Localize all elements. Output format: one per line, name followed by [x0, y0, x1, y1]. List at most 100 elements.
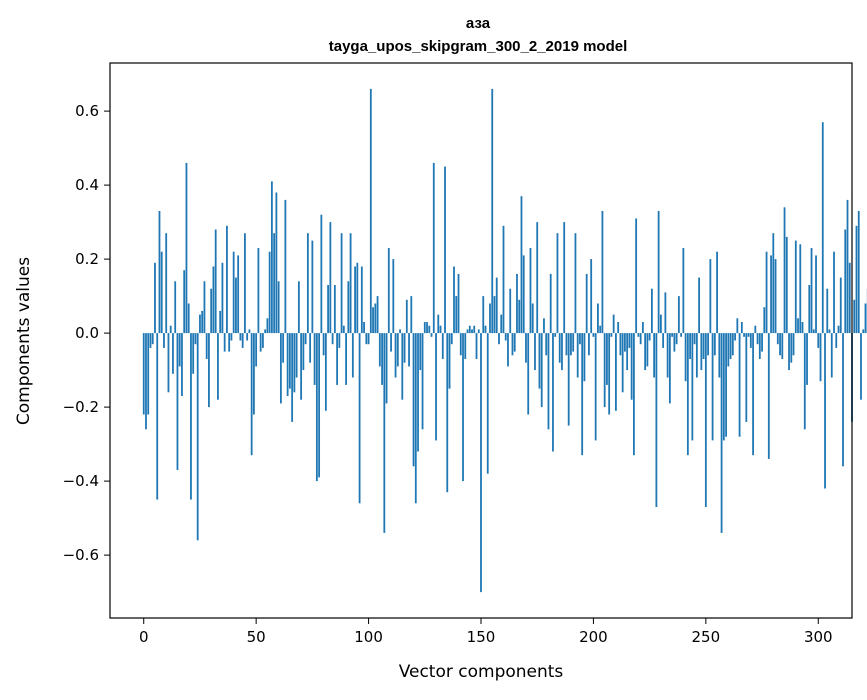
bar — [853, 300, 855, 333]
bar — [152, 333, 154, 344]
bar — [680, 333, 682, 337]
bar — [426, 322, 428, 333]
bar — [599, 326, 601, 333]
bar — [532, 304, 534, 334]
bar — [739, 333, 741, 437]
bar — [615, 333, 617, 411]
bar — [761, 333, 763, 352]
bar — [266, 318, 268, 333]
bar — [512, 333, 514, 355]
x-tick-label: 0 — [139, 628, 149, 646]
bar — [856, 226, 858, 333]
bar — [831, 333, 833, 377]
bar — [478, 329, 480, 333]
bar — [359, 333, 361, 503]
bar — [395, 333, 397, 377]
bar — [820, 333, 822, 381]
bar — [399, 329, 401, 333]
bar — [676, 333, 678, 344]
bar — [163, 333, 165, 348]
bar — [617, 322, 619, 333]
bar — [829, 329, 831, 333]
bar — [147, 333, 149, 414]
bar — [249, 329, 251, 333]
bar — [449, 333, 451, 389]
bar — [159, 211, 161, 333]
bar — [273, 233, 275, 333]
bar — [437, 315, 439, 334]
bar — [469, 326, 471, 333]
bar — [318, 333, 320, 477]
bar — [534, 333, 536, 370]
bar — [826, 289, 828, 333]
bar — [498, 333, 500, 344]
bar — [793, 333, 795, 355]
y-axis-label: Components values — [14, 257, 34, 425]
bar — [417, 333, 419, 451]
bar — [696, 333, 698, 377]
bar — [608, 333, 610, 414]
bar — [282, 333, 284, 363]
bar — [271, 181, 273, 333]
bar — [721, 333, 723, 533]
bar — [170, 326, 172, 333]
bar — [352, 333, 354, 377]
bar — [802, 322, 804, 333]
bar — [736, 318, 738, 333]
bar — [847, 200, 849, 333]
bar — [422, 333, 424, 429]
bar — [210, 289, 212, 333]
bar — [622, 333, 624, 392]
bar — [195, 333, 197, 344]
bar — [602, 211, 604, 333]
bar — [280, 333, 282, 403]
bar — [745, 333, 747, 422]
bar — [284, 200, 286, 333]
bar — [590, 259, 592, 333]
bar — [705, 333, 707, 507]
bar — [287, 333, 289, 396]
bar — [503, 226, 505, 333]
bar — [844, 230, 846, 334]
bar — [624, 333, 626, 352]
bar — [530, 248, 532, 333]
bar — [732, 333, 734, 355]
bar — [707, 333, 709, 355]
bar — [354, 267, 356, 334]
bar — [539, 333, 541, 389]
bar — [795, 241, 797, 334]
x-tick-label: 50 — [247, 628, 266, 646]
bar — [446, 333, 448, 492]
bar — [156, 333, 158, 500]
bar — [213, 267, 215, 334]
bar — [557, 233, 559, 333]
bar — [334, 285, 336, 333]
bar — [579, 333, 581, 344]
bar — [311, 241, 313, 334]
bar — [262, 333, 264, 348]
bar — [480, 333, 482, 592]
bar — [597, 304, 599, 334]
bar — [244, 233, 246, 333]
bar — [476, 333, 478, 359]
bar — [723, 333, 725, 440]
bar — [779, 333, 781, 355]
bar — [345, 333, 347, 385]
x-tick-label: 300 — [804, 628, 833, 646]
bar — [381, 333, 383, 385]
bar — [201, 311, 203, 333]
bar — [804, 333, 806, 429]
bar — [190, 333, 192, 500]
bar — [341, 233, 343, 333]
bar — [233, 252, 235, 333]
bar — [595, 333, 597, 440]
bar — [613, 315, 615, 334]
bar — [768, 333, 770, 459]
bar — [350, 233, 352, 333]
bar — [604, 333, 606, 407]
bar — [161, 252, 163, 333]
bar — [491, 89, 493, 333]
bar — [714, 333, 716, 355]
bar — [332, 333, 334, 344]
